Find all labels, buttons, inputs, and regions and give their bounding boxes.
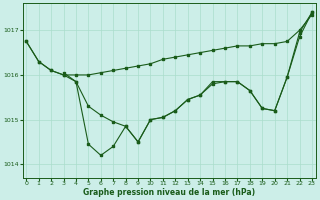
X-axis label: Graphe pression niveau de la mer (hPa): Graphe pression niveau de la mer (hPa)	[83, 188, 255, 197]
